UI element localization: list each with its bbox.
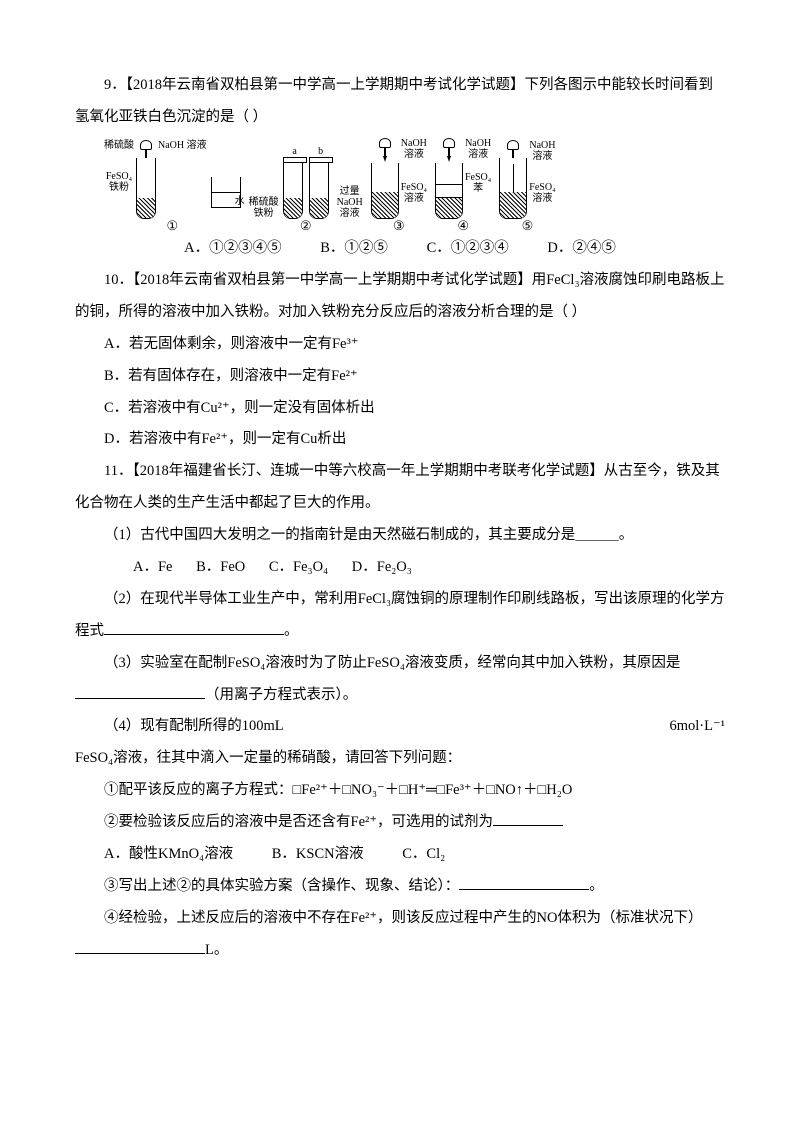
q11-p1-a: A．Fe (133, 559, 172, 575)
d1-naoh-label: NaOH 溶液 (158, 140, 207, 151)
q11-p1: （1）古代中国四大发明之一的指南针是由天然磁石制成的，其主要成分是＿＿＿。 (75, 520, 725, 552)
q9-opt-a: A．①②③④⑤ (184, 240, 281, 256)
d2-acid-label: 稀硫酸 铁粉 (249, 197, 279, 219)
q9-options: A．①②③④⑤ B．①②⑤ C．①②③④ D．②④⑤ (75, 233, 725, 265)
d5-naoh-label: NaOH 溶液 (529, 140, 555, 162)
exam-page: 9．【2018年云南省双柏县第一中学高一上学期期中考试化学试题】下列各图示中能较… (0, 0, 800, 1037)
d1-fe-label: 铁粉 (104, 182, 134, 193)
q11-p1-b: B．FeO (196, 559, 245, 575)
d1-feso4-label: FeSO₄ (104, 171, 134, 182)
q11-p4-1: ①配平该反应的离子方程式：□Fe²⁺＋□NO₃⁻＋□H⁺═□Fe³⁺＋□NO↑＋… (75, 775, 725, 807)
q11-p4-right: 6mol·L⁻¹ (641, 711, 726, 743)
q11-p4-cont: FeSO₄溶液，往其中滴入一定量的稀硝酸，请回答下列问题： (75, 743, 725, 775)
d3-feso4-label: FeSO₄ 溶液 (401, 182, 427, 204)
d1-num: ① (166, 219, 178, 233)
diagram-4: NaOH 溶液 FeSO₄ 苯 ④ (435, 138, 491, 233)
d5-feso4-label: FeSO₄ 溶液 (529, 182, 555, 204)
d4-benzene-label: 苯 (465, 183, 491, 194)
q11-p4-4b: L。 (205, 942, 228, 958)
q9-stem: 9．【2018年云南省双柏县第一中学高一上学期期中考试化学试题】下列各图示中能较… (75, 70, 725, 134)
diagram-5: NaOH 溶液 FeSO₄ 溶液 ⑤ (499, 140, 555, 233)
d4-num: ④ (457, 219, 469, 233)
blank-p2 (104, 619, 284, 635)
q11-p4-3a: ③写出上述②的具体实验方案（含操作、现象、结论）： (104, 878, 459, 894)
q10-opt-a: A．若无固体剩余，则溶液中一定有Fe³⁺ (75, 329, 725, 361)
q11-p4-row: （4）现有配制所得的100mL 6mol·L⁻¹ (75, 711, 725, 743)
d3-naoh-label: NaOH 溶液 (401, 138, 427, 160)
q11-p4-4a: ④经检验，上述反应后的溶液中不存在Fe²⁺，则该反应过程中产生的NO体积为（标准… (104, 910, 702, 926)
d3-num: ③ (393, 219, 405, 233)
q11-p1-options: A．Fe B．FeO C．Fe₃O₄ D．Fe₂O₃ (75, 552, 725, 584)
d1-water-label: 水 (235, 196, 245, 207)
d4-feso4-label: FeSO₄ (465, 172, 491, 183)
q11-p2: （2）在现代半导体工业生产中，常利用FeCl₃腐蚀铜的原理制作印刷线路板，写出该… (75, 584, 725, 648)
diagram-1: 稀硫酸 FeSO₄ 铁粉 NaOH 溶液 水 (104, 140, 241, 233)
d2-a-label: a (283, 146, 307, 157)
d2-naoh-label: 过量 NaOH 溶液 (337, 186, 363, 219)
q11-p4-2-c: C．Cl₂ (402, 846, 445, 862)
q11-p4-2-options: A．酸性KMnO₄溶液 B．KSCN溶液 C．Cl₂ (75, 839, 725, 871)
d2-b-label: b (309, 146, 333, 157)
q11-p4-3: ③写出上述②的具体实验方案（含操作、现象、结论）： 。 (75, 871, 725, 903)
d1-acid-label: 稀硫酸 (104, 140, 134, 151)
q11-p1-d: D．Fe₂O₃ (352, 559, 412, 575)
q11-p1-c: C．Fe₃O₄ (269, 559, 328, 575)
diagram-2: 稀硫酸 铁粉 a A b B 过量 NaO (249, 146, 363, 233)
q9-opt-d: D．②④⑤ (547, 240, 615, 256)
q11-p4-left: （4）现有配制所得的100mL (75, 711, 284, 743)
q10-opt-b: B．若有固体存在，则溶液中一定有Fe²⁺ (75, 361, 725, 393)
q9-opt-c: C．①②③④ (427, 240, 509, 256)
q11-p4-4: ④经检验，上述反应后的溶液中不存在Fe²⁺，则该反应过程中产生的NO体积为（标准… (75, 903, 725, 967)
q11-p4-2-b: B．KSCN溶液 (272, 846, 364, 862)
q10-stem: 10．【2018年云南省双柏县第一中学高一上学期期中考试化学试题】用FeCl₃溶… (75, 265, 725, 329)
blank-p3 (75, 683, 205, 699)
diagram-3: NaOH 溶液 FeSO₄ 溶液 ③ (371, 138, 427, 233)
q10-opt-c: C．若溶液中有Cu²⁺，则一定没有固体析出 (75, 393, 725, 425)
q11-p4-2-text: ②要检验该反应后的溶液中是否还含有Fe²⁺，可选用的试剂为 (104, 814, 493, 830)
q9-opt-b: B．①②⑤ (320, 240, 388, 256)
q11-p4-2: ②要检验该反应后的溶液中是否还含有Fe²⁺，可选用的试剂为 (75, 807, 725, 839)
q11-p3b: （用离子方程式表示）。 (205, 687, 357, 703)
blank-p4-4 (75, 938, 205, 954)
q10-opt-d: D．若溶液中有Fe²⁺，则一定有Cu析出 (75, 424, 725, 456)
q11-stem: 11．【2018年福建省长汀、连城一中等六校高一年上学期期中考联考化学试题】从古… (75, 456, 725, 520)
q11-p4-2-a: A．酸性KMnO₄溶液 (104, 846, 233, 862)
blank-p4-3 (459, 874, 589, 890)
q9-diagrams: 稀硫酸 FeSO₄ 铁粉 NaOH 溶液 水 (104, 138, 725, 233)
d5-num: ⑤ (522, 219, 534, 233)
d2-num: ② (300, 219, 312, 233)
blank-p4-2 (493, 811, 563, 827)
q11-p2b: 。 (284, 623, 299, 639)
q11-p4-3b: 。 (589, 878, 604, 894)
d4-naoh-label: NaOH 溶液 (465, 138, 491, 160)
q11-p3a: （3）实验室在配制FeSO₄溶液时为了防止FeSO₄溶液变质，经常向其中加入铁粉… (104, 655, 680, 671)
q11-p3: （3）实验室在配制FeSO₄溶液时为了防止FeSO₄溶液变质，经常向其中加入铁粉… (75, 648, 725, 712)
